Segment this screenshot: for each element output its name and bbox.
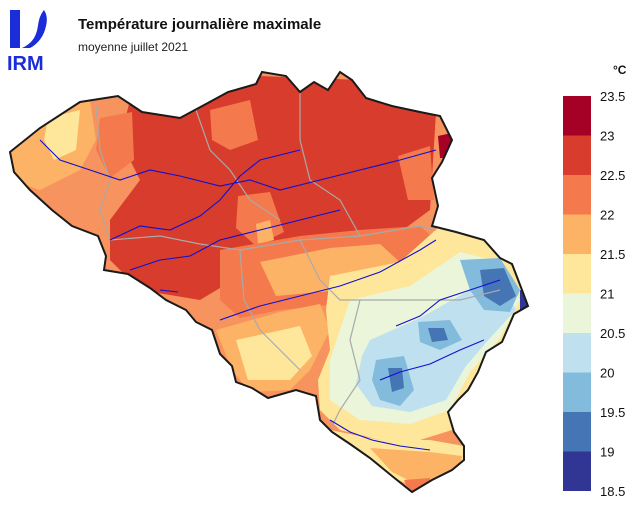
legend-bin	[563, 135, 591, 175]
legend-bin	[563, 412, 591, 452]
temperature-map	[9, 71, 529, 493]
irm-logo: IRM	[7, 10, 47, 72]
legend-bin	[563, 96, 591, 136]
legend-bin	[563, 254, 591, 294]
legend-bin	[563, 214, 591, 254]
legend-tick-label: 20	[600, 366, 614, 381]
legend-bin	[563, 333, 591, 373]
legend-tick-label: 22.5	[600, 168, 625, 183]
legend-bin	[563, 293, 591, 333]
legend-bin	[563, 451, 591, 491]
temperature-field	[10, 72, 528, 492]
legend-tick-label: 19.5	[600, 405, 625, 420]
legend-tick-label: 18.5	[600, 484, 625, 499]
legend-tick-label: 21	[600, 287, 614, 302]
province-borders	[95, 92, 501, 431]
legend-tick-label: 23.5	[600, 89, 625, 104]
legend-tick-label: 22	[600, 208, 614, 223]
map-subtitle: moyenne juillet 2021	[78, 40, 189, 54]
legend-tick-label: 20.5	[600, 326, 625, 341]
logo-text: IRM	[7, 53, 44, 72]
rivers	[39, 139, 501, 451]
legend-bin	[563, 372, 591, 412]
map-title: Température journalière maximale	[78, 16, 322, 33]
legend-unit: °C	[613, 63, 627, 77]
legend-bin	[563, 175, 591, 215]
legend-tick-label: 23	[600, 129, 614, 144]
legend-tick-label: 21.5	[600, 247, 625, 262]
legend-tick-label: 19	[600, 445, 614, 460]
